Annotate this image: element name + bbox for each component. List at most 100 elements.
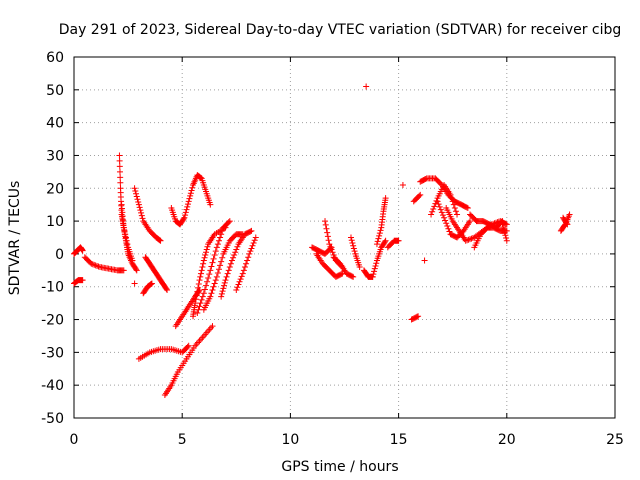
data-point xyxy=(201,254,208,261)
data-point xyxy=(117,174,124,181)
data-point xyxy=(203,246,210,253)
data-point xyxy=(450,201,457,208)
data-point xyxy=(329,249,336,256)
data-point xyxy=(322,218,329,225)
data-point xyxy=(247,248,254,255)
series-track-aa xyxy=(373,195,389,248)
data-point xyxy=(199,264,206,271)
data-point xyxy=(163,285,170,292)
data-point xyxy=(195,306,202,313)
data-point xyxy=(233,287,240,294)
data-point xyxy=(180,215,187,222)
data-point xyxy=(421,257,428,264)
data-point xyxy=(116,163,123,170)
data-point xyxy=(197,174,204,181)
data-point xyxy=(447,191,454,198)
data-point xyxy=(234,243,241,250)
data-point xyxy=(91,261,98,268)
series-track-z xyxy=(369,237,389,280)
data-point xyxy=(209,259,216,266)
data-point xyxy=(375,235,382,242)
data-point xyxy=(503,235,510,242)
data-point xyxy=(212,248,219,255)
data-point xyxy=(371,265,378,272)
data-point xyxy=(185,198,192,205)
data-point xyxy=(239,270,246,277)
data-point xyxy=(136,204,143,211)
y-tick-label: 30 xyxy=(46,148,64,164)
y-axis-label: SDTVAR / TECUs xyxy=(7,181,23,296)
data-point xyxy=(200,260,207,267)
data-point xyxy=(235,281,242,288)
data-point xyxy=(194,288,201,295)
data-point xyxy=(363,83,370,90)
data-point xyxy=(349,273,356,280)
data-point xyxy=(415,313,422,320)
data-point xyxy=(212,277,219,284)
data-point xyxy=(230,254,237,261)
data-point xyxy=(133,267,140,274)
data-point xyxy=(449,198,456,205)
data-point xyxy=(89,261,96,268)
data-point xyxy=(221,282,228,289)
series-track-ae xyxy=(410,191,424,205)
series-track-r xyxy=(233,234,259,294)
series-track-a xyxy=(71,244,86,257)
data-point xyxy=(382,237,389,244)
data-point xyxy=(437,206,444,213)
data-point xyxy=(192,296,199,303)
data-point xyxy=(214,270,221,277)
data-point xyxy=(94,262,101,269)
data-point xyxy=(382,195,389,202)
data-point xyxy=(250,239,257,246)
data-point xyxy=(187,190,194,197)
data-point xyxy=(349,239,356,246)
series-track-ab xyxy=(384,237,402,251)
data-point xyxy=(443,220,450,227)
series-track-k xyxy=(168,172,214,228)
data-point xyxy=(116,152,123,159)
data-point xyxy=(193,292,200,299)
data-point xyxy=(201,286,208,293)
data-point xyxy=(195,280,202,287)
data-point xyxy=(132,188,139,195)
data-point xyxy=(452,208,459,215)
data-point xyxy=(129,257,136,264)
y-tick-label: -30 xyxy=(41,345,64,361)
data-point xyxy=(164,287,171,294)
data-point xyxy=(323,225,330,232)
data-point xyxy=(237,276,244,283)
data-point xyxy=(197,174,204,181)
data-point xyxy=(156,237,163,244)
data-point xyxy=(122,231,129,238)
data-point xyxy=(133,266,140,273)
data-point xyxy=(221,279,228,286)
series-track-f xyxy=(131,185,164,244)
data-point xyxy=(347,234,354,241)
data-point xyxy=(445,225,452,232)
data-point xyxy=(204,243,211,250)
data-point xyxy=(225,267,232,274)
y-tick-label: 0 xyxy=(55,247,64,263)
data-point xyxy=(228,257,235,264)
data-point xyxy=(194,309,201,316)
data-point xyxy=(211,252,218,259)
series-track-d xyxy=(116,152,140,274)
data-point xyxy=(156,236,163,243)
data-point xyxy=(464,204,471,211)
data-point xyxy=(501,229,508,236)
series-track-ag xyxy=(417,175,471,211)
data-point xyxy=(215,237,222,244)
data-point xyxy=(244,257,251,264)
data-point xyxy=(435,201,442,208)
data-point xyxy=(204,278,211,285)
data-point xyxy=(232,249,239,256)
data-point xyxy=(431,203,438,210)
data-point xyxy=(186,195,193,202)
data-point xyxy=(122,234,129,241)
series-track-al xyxy=(467,211,506,231)
data-point xyxy=(184,343,191,350)
data-point xyxy=(219,227,226,234)
series-track-c xyxy=(81,254,127,274)
